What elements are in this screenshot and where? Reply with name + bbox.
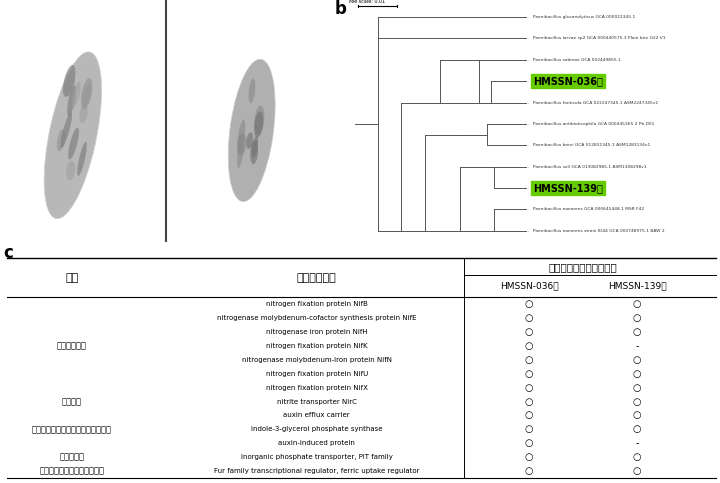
Text: auxin-induced protein: auxin-induced protein — [279, 440, 355, 446]
Ellipse shape — [60, 112, 72, 148]
Text: c: c — [4, 244, 14, 262]
Text: Paenibacillus antibioticophila GCA 000445365.2 Pb D01: Paenibacillus antibioticophila GCA 00044… — [534, 122, 654, 126]
Text: Paenibacillus larvae sp2 GCA 000440575.3 Plain bee G22 V1: Paenibacillus larvae sp2 GCA 000440575.3… — [534, 37, 666, 41]
Text: HMSSN-139株: HMSSN-139株 — [534, 183, 603, 193]
Text: シデロフォア反応（鉄吸収）: シデロフォア反応（鉄吸収） — [40, 467, 104, 476]
Text: Paenibacillus naeorens strain ID44 GCA 000748975.1 BAW 2: Paenibacillus naeorens strain ID44 GCA 0… — [534, 229, 665, 233]
Ellipse shape — [63, 65, 76, 97]
Text: -: - — [636, 439, 639, 448]
Ellipse shape — [77, 142, 87, 176]
Ellipse shape — [57, 129, 65, 151]
Text: HMSSN-036株: HMSSN-036株 — [534, 76, 603, 86]
Ellipse shape — [250, 140, 258, 164]
Ellipse shape — [246, 132, 253, 149]
Ellipse shape — [254, 106, 264, 135]
Text: nitrogenase molybdenum-iron protein NifN: nitrogenase molybdenum-iron protein NifN — [242, 357, 392, 363]
Ellipse shape — [238, 119, 246, 153]
Text: Paenibacillus soli GCA 013082985.1 ASM1308298v1: Paenibacillus soli GCA 013082985.1 ASM13… — [534, 165, 647, 169]
Ellipse shape — [44, 52, 102, 219]
Text: 窒素循環: 窒素循環 — [62, 397, 82, 406]
Text: ○: ○ — [633, 355, 642, 365]
Text: nitrogenase molybdenum-cofactor synthesis protein NifE: nitrogenase molybdenum-cofactor synthesi… — [217, 315, 417, 321]
Text: ○: ○ — [525, 313, 534, 323]
Ellipse shape — [81, 78, 92, 109]
Text: HMSSN-139株: HMSSN-139株 — [224, 31, 273, 41]
Text: 機能: 機能 — [66, 273, 78, 283]
Text: HMSSN-036株: HMSSN-036株 — [58, 31, 107, 41]
Text: Paenibacillus brevi GCA 012831345.1 ASM1283134v1: Paenibacillus brevi GCA 012831345.1 ASM1… — [534, 143, 651, 147]
Text: リン酸吸収: リン酸吸収 — [60, 453, 84, 462]
Text: 機能遺伝子名: 機能遺伝子名 — [297, 273, 337, 283]
Ellipse shape — [64, 71, 75, 97]
Text: ○: ○ — [633, 313, 642, 323]
Text: パエニバシラス: パエニバシラス — [233, 12, 264, 21]
Text: Paenibacillus naeorens GCA 000645448.1 MSR F42: Paenibacillus naeorens GCA 000645448.1 M… — [534, 207, 644, 212]
Text: ○: ○ — [525, 383, 534, 393]
Text: ○: ○ — [525, 439, 534, 448]
Text: ○: ○ — [633, 299, 642, 309]
Ellipse shape — [252, 136, 258, 158]
Text: ○: ○ — [633, 383, 642, 393]
Text: nitrogen fixation protein NifU: nitrogen fixation protein NifU — [266, 370, 368, 377]
Text: HMSSN-139株: HMSSN-139株 — [608, 282, 667, 291]
Text: 植物成長ホルモン・オーキシン産生: 植物成長ホルモン・オーキシン産生 — [32, 425, 112, 434]
Text: ○: ○ — [525, 452, 534, 462]
Text: -: - — [636, 341, 639, 351]
Text: nitrite transporter NirC: nitrite transporter NirC — [277, 398, 356, 405]
Text: ○: ○ — [633, 411, 642, 421]
Text: ○: ○ — [633, 452, 642, 462]
Text: HMSSN-036株: HMSSN-036株 — [500, 282, 559, 291]
Text: ○: ○ — [633, 397, 642, 407]
Text: ○: ○ — [633, 369, 642, 379]
Text: ○: ○ — [525, 369, 534, 379]
Ellipse shape — [254, 112, 264, 138]
Ellipse shape — [238, 122, 245, 147]
Ellipse shape — [71, 82, 81, 109]
Text: auxin efflux carrier: auxin efflux carrier — [284, 412, 350, 418]
Text: ○: ○ — [633, 327, 642, 337]
Ellipse shape — [237, 133, 246, 155]
Text: ○: ○ — [525, 341, 534, 351]
Text: ○: ○ — [525, 327, 534, 337]
Text: パエニバシラス: パエニバシラス — [67, 12, 99, 21]
Text: indole-3-glycerol phosphate synthase: indole-3-glycerol phosphate synthase — [251, 426, 382, 432]
Ellipse shape — [83, 84, 91, 106]
Ellipse shape — [67, 85, 76, 116]
Text: Paenibacillus fonticola GCA 022247345.1 ASM2247345v1: Paenibacillus fonticola GCA 022247345.1 … — [534, 100, 659, 105]
Text: ○: ○ — [633, 425, 642, 434]
Text: ○: ○ — [525, 299, 534, 309]
Text: Fur family transcriptional regulator, ferric uptake regulator: Fur family transcriptional regulator, fe… — [214, 468, 420, 474]
Text: ○: ○ — [525, 397, 534, 407]
Text: a: a — [6, 7, 19, 25]
Text: ○: ○ — [525, 466, 534, 476]
Text: nitrogenase iron protein NifH: nitrogenase iron protein NifH — [266, 329, 368, 335]
Text: パエニバシラス単離菌株: パエニバシラス単離菌株 — [549, 262, 618, 272]
Text: Paenibacillus sabinae GCA 002449855.1: Paenibacillus sabinae GCA 002449855.1 — [534, 58, 621, 62]
Text: ○: ○ — [633, 466, 642, 476]
Text: nitrogen fixation protein NifX: nitrogen fixation protein NifX — [266, 384, 368, 391]
Text: ○: ○ — [525, 425, 534, 434]
Text: 窒素固定関連: 窒素固定関連 — [57, 341, 87, 350]
Text: ○: ○ — [525, 355, 534, 365]
Text: Paenibacillus glucanolyticus GCA 000021345.1: Paenibacillus glucanolyticus GCA 0000213… — [534, 15, 636, 19]
Text: nitrogen fixation protein NifB: nitrogen fixation protein NifB — [266, 301, 368, 307]
Text: Tree scale: 0.01: Tree scale: 0.01 — [347, 0, 385, 4]
Text: inorganic phosphate transporter, PiT family: inorganic phosphate transporter, PiT fam… — [241, 455, 392, 460]
Ellipse shape — [237, 133, 244, 168]
Ellipse shape — [248, 79, 256, 103]
Ellipse shape — [66, 161, 75, 180]
Ellipse shape — [228, 59, 275, 201]
Text: ○: ○ — [525, 411, 534, 421]
Text: nitrogen fixation protein NifK: nitrogen fixation protein NifK — [266, 343, 368, 349]
Ellipse shape — [68, 128, 79, 159]
Ellipse shape — [79, 104, 88, 123]
Text: b: b — [335, 0, 347, 18]
